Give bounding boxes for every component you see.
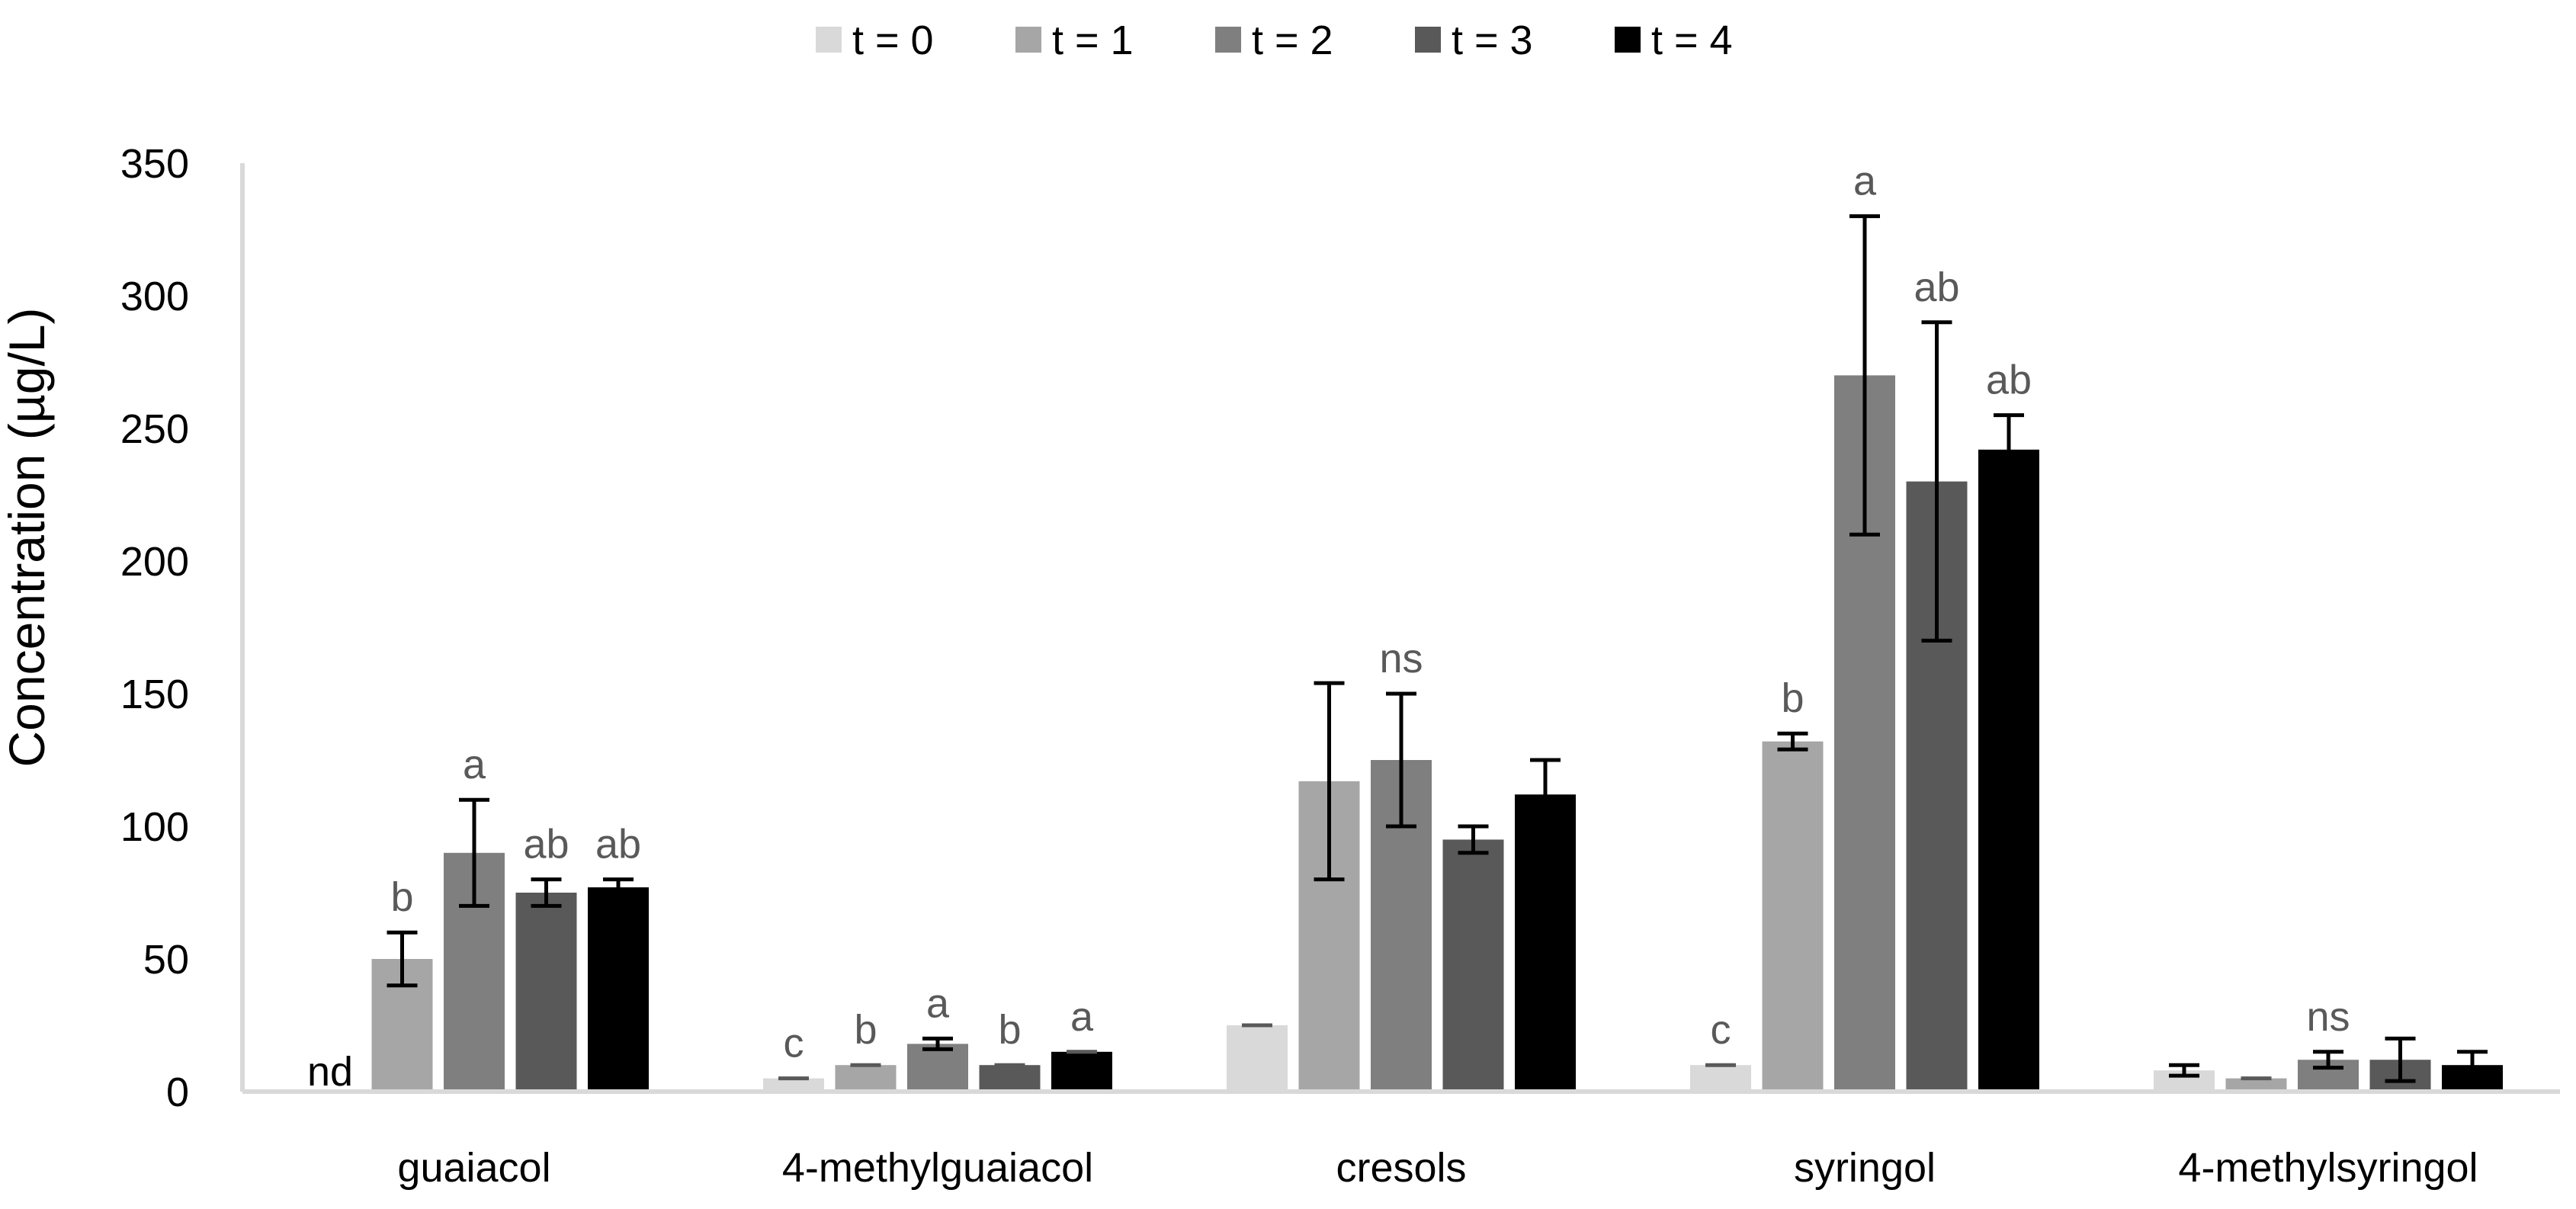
legend-label: t = 1 [1052,18,1134,63]
error-bar [387,930,418,988]
legend-item: t = 1 [1015,18,1134,63]
y-tick-label: 100 [120,804,189,850]
bar [835,1065,897,1092]
significance-label: ab [1986,358,2032,403]
significance-label: ab [523,822,569,867]
error-bar [1994,413,2024,486]
bar [1690,1065,1751,1092]
bar [1442,839,1504,1092]
significance-label: a [926,980,950,1026]
significance-label: b [854,1007,877,1053]
legend-item: t = 3 [1415,18,1533,63]
error-bar [1849,214,1880,537]
error-bar [531,877,562,908]
y-tick-label: 50 [143,937,189,983]
x-category-label: guaiacol [397,1145,550,1191]
legend-swatch [1415,27,1441,53]
bar [1762,741,1824,1092]
bar [515,893,577,1092]
legend-item: t = 2 [1215,18,1333,63]
legend-swatch [1215,27,1241,53]
y-tick-label: 350 [120,141,189,187]
legend-label: t = 2 [1252,18,1333,63]
y-tick-label: 150 [120,672,189,717]
x-category-label: 4-methylsyringol [2178,1145,2478,1191]
bar [763,1078,824,1092]
bar [979,1065,1041,1092]
x-axis-labels: guaiacol 4-methylguaiacol cresols syringol 4… [397,1145,2478,1191]
significance-label: ns [1379,636,1423,681]
y-tick-label: 300 [120,274,189,319]
significance-label: c [784,1021,804,1066]
bar [2225,1078,2287,1092]
significance-label: ab [595,822,641,867]
significance-label: c [1711,1007,1731,1053]
legend-swatch [1015,27,1041,53]
error-bar [1386,691,1416,829]
significance-label: a [1070,994,1094,1040]
significance-label: ns [2306,994,2350,1040]
y-tick-label: 0 [166,1070,189,1115]
error-bar [2457,1050,2488,1081]
error-bar [922,1036,953,1051]
legend-swatch [1615,27,1641,53]
error-bar [2313,1050,2343,1070]
y-axis-ticks: 0 50 100 150 200 250 300 350 [120,141,189,1115]
significance-label: a [1853,159,1877,204]
error-bar [459,797,489,908]
bar [1227,1025,1288,1092]
error-bar [1458,824,1489,855]
x-category-label: 4-methylguaiacol [782,1145,1093,1191]
significance-label: b [998,1007,1021,1053]
bars [371,375,2503,1092]
x-category-label: syringol [1794,1145,1936,1191]
significance-label: b [390,874,413,920]
y-tick-label: 200 [120,539,189,585]
bar [1051,1051,1112,1092]
bar [588,887,649,1092]
error-bar [2169,1063,2199,1078]
bar [907,1044,968,1092]
bar [1978,449,2039,1092]
significance-label: b [1781,675,1804,721]
legend-item: t = 4 [1615,18,1733,63]
error-bar [1777,731,1808,752]
error-bar [2385,1036,2416,1083]
legend-label: t = 4 [1651,18,1733,63]
error-bars [387,214,2488,1083]
bar [1515,794,1576,1092]
x-category-label: cresols [1336,1145,1466,1191]
legend: t = 0 t = 1 t = 2 t = 3 t = 4 [816,18,1733,63]
error-bar [1921,320,1952,643]
significance-label: a [463,742,486,787]
y-tick-label: 250 [120,406,189,452]
legend-label: t = 3 [1452,18,1533,63]
not-detected-label: nd [307,1049,353,1095]
error-bar [1530,758,1561,831]
significance-label: ab [1914,265,1959,310]
legend-swatch [816,27,842,53]
legend-label: t = 0 [852,18,934,63]
error-bar [603,877,634,897]
error-bar [1314,681,1345,882]
legend-item: t = 0 [816,18,934,63]
y-axis-title: Concentration (µg/L) [0,308,55,768]
